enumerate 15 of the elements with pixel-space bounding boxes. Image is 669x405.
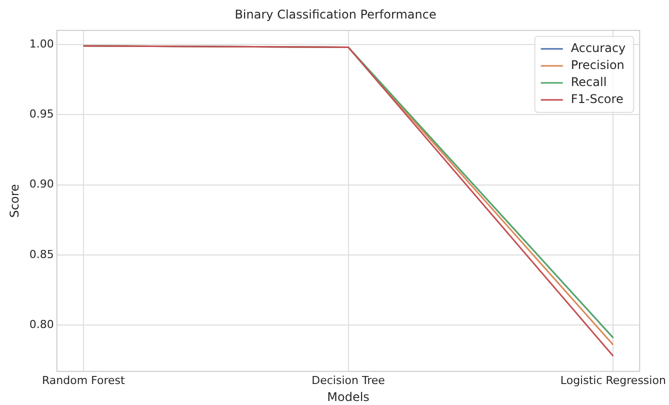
y-tick-label: 0.90 (29, 178, 54, 191)
y-axis-title: Score (7, 184, 22, 218)
legend-label: Accuracy (570, 41, 626, 56)
legend-label: Recall (570, 75, 607, 90)
legend-label: F1-Score (570, 92, 624, 106)
chart-title: Binary Classification Performance (234, 7, 436, 22)
x-tick-label: Decision Tree (312, 374, 386, 387)
y-tick-label: 0.80 (29, 318, 54, 331)
x-tick-label: Logistic Regression (560, 374, 666, 387)
y-tick-label: 1.00 (29, 37, 54, 50)
y-tick-label: 0.95 (29, 107, 54, 120)
legend-label: Precision (570, 58, 624, 72)
y-tick-label: 0.85 (29, 248, 54, 261)
x-tick-label: Random Forest (42, 374, 126, 387)
x-axis-title: Models (327, 390, 370, 404)
